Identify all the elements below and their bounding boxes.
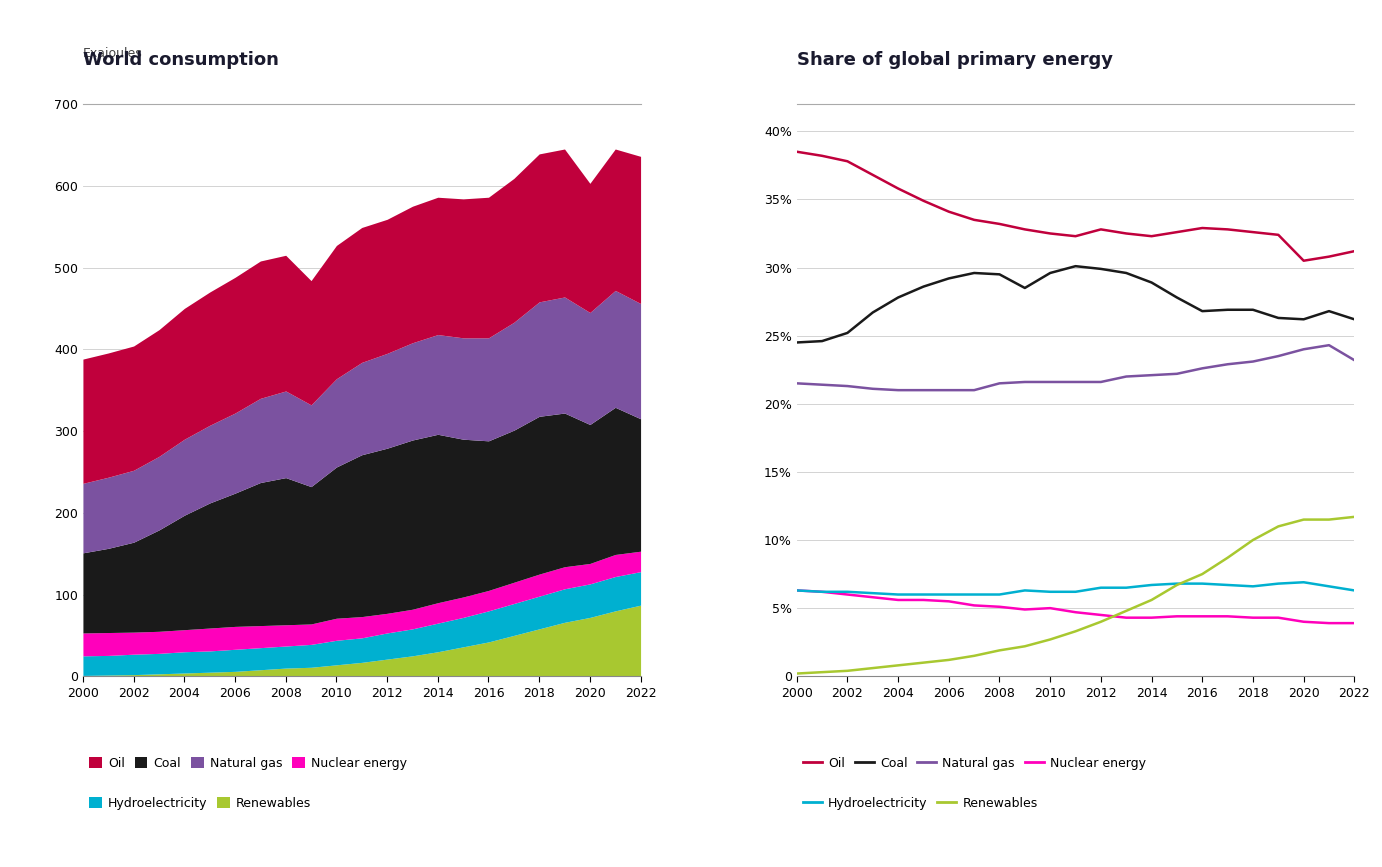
Legend: Hydroelectricity, Renewables: Hydroelectricity, Renewables [803, 797, 1038, 810]
Text: World consumption: World consumption [83, 51, 279, 69]
Text: Share of global primary energy: Share of global primary energy [796, 51, 1113, 69]
Text: Exajoules: Exajoules [83, 47, 142, 60]
Legend: Hydroelectricity, Renewables: Hydroelectricity, Renewables [90, 797, 311, 810]
